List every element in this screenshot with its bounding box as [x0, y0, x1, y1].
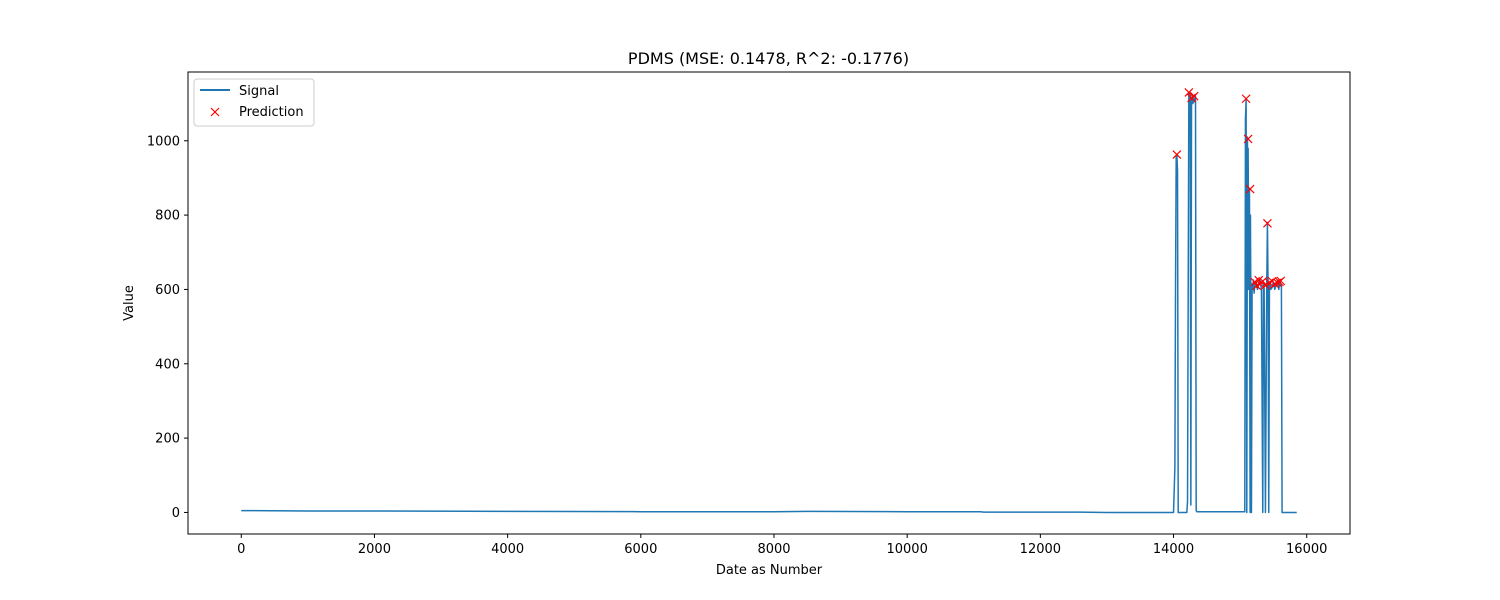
x-tick-label: 12000 [1020, 542, 1061, 557]
x-tick-label: 4000 [491, 542, 524, 557]
y-tick-label: 1000 [147, 134, 180, 149]
x-tick-label: 6000 [624, 542, 657, 557]
axes-frame [187, 71, 1351, 535]
chart-title: PDMS (MSE: 0.1478, R^2: -0.1776) [628, 49, 909, 68]
signal-line [241, 91, 1297, 514]
legend-x-marker [210, 107, 220, 117]
y-tick-label: 600 [155, 283, 180, 298]
x-axis: 0 2000 4000 6000 8000 10000 12000 14000 16000 [237, 534, 1327, 557]
x-axis-label: Date as Number [716, 563, 823, 578]
prediction-point [1189, 91, 1199, 101]
x-tick-label: 8000 [757, 542, 790, 557]
x-tick-label: 2000 [358, 542, 391, 557]
x-tick-label: 0 [237, 542, 245, 557]
prediction-point [1270, 279, 1280, 289]
prediction-point [1258, 276, 1268, 286]
x-tick-label: 10000 [886, 542, 927, 557]
y-axis: 0 200 400 600 800 1000 [147, 134, 188, 521]
y-axis-label: Value [122, 285, 137, 321]
plot-area [241, 88, 1297, 514]
prediction-point [1261, 280, 1270, 290]
prediction-point [1243, 134, 1253, 144]
legend-signal-label: Signal [239, 84, 279, 99]
x-tick-label: 14000 [1153, 542, 1194, 557]
prediction-point [1241, 94, 1251, 104]
legend: Signal Prediction [193, 78, 315, 127]
prediction-point [1265, 278, 1274, 288]
prediction-point [1276, 276, 1286, 286]
prediction-point [1172, 150, 1182, 159]
prediction-point [1263, 218, 1272, 228]
x-tick-label: 16000 [1286, 542, 1327, 557]
y-tick-label: 200 [155, 432, 180, 447]
legend-prediction-label: Prediction [239, 105, 304, 120]
y-tick-label: 400 [155, 357, 180, 372]
prediction-point [1184, 88, 1194, 97]
prediction-point [1245, 184, 1255, 194]
y-tick-label: 0 [172, 506, 180, 521]
y-tick-label: 800 [155, 209, 180, 224]
legend-prediction-marker [210, 107, 220, 117]
